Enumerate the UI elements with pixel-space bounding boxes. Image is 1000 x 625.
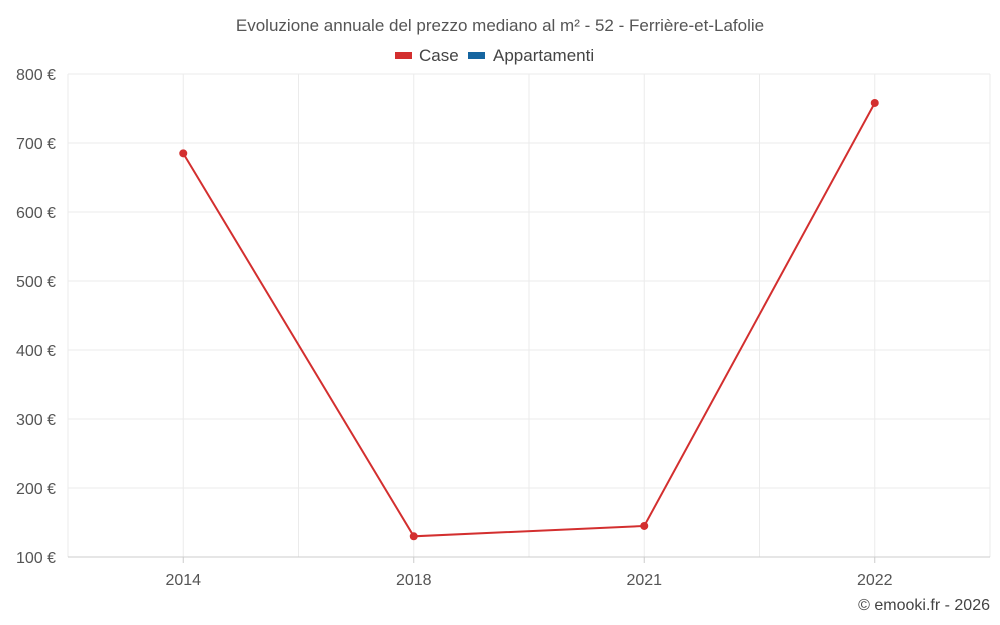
x-axis-ticks: 2014 2018 2021 2022 [165, 557, 893, 589]
y-tick-label: 600 € [16, 205, 56, 222]
series-layer [179, 98, 879, 541]
series-line-case [182, 102, 876, 538]
chart-title: Evoluzione annuale del prezzo mediano al… [236, 16, 764, 35]
legend: Case Appartamenti [395, 46, 594, 65]
data-point[interactable] [409, 532, 418, 541]
data-point[interactable] [179, 149, 188, 158]
legend-label-case: Case [419, 46, 459, 65]
legend-label-appartamenti: Appartamenti [493, 46, 594, 65]
data-point[interactable] [870, 98, 879, 107]
y-tick-label: 300 € [16, 412, 56, 429]
data-point[interactable] [640, 521, 649, 530]
y-tick-label: 500 € [16, 274, 56, 291]
x-tick-label: 2021 [626, 572, 662, 589]
y-tick-label: 100 € [16, 550, 56, 567]
x-gridlines [67, 74, 991, 557]
y-axis-ticks: 100 € 200 € 300 € 400 € 500 € 600 € 700 € 800 € [16, 67, 56, 567]
x-tick-label: 2018 [396, 572, 432, 589]
y-tick-label: 200 € [16, 481, 56, 498]
credit-text: © emooki.fr - 2026 [858, 597, 990, 614]
legend-swatch-appartamenti [468, 52, 485, 59]
x-tick-label: 2014 [165, 572, 201, 589]
x-tick-label: 2022 [857, 572, 893, 589]
y-tick-label: 800 € [16, 67, 56, 84]
y-tick-label: 700 € [16, 136, 56, 153]
y-tick-label: 400 € [16, 343, 56, 360]
legend-item-appartamenti[interactable]: Appartamenti [468, 46, 594, 65]
legend-item-case[interactable]: Case [395, 46, 459, 65]
legend-swatch-case [395, 52, 412, 59]
